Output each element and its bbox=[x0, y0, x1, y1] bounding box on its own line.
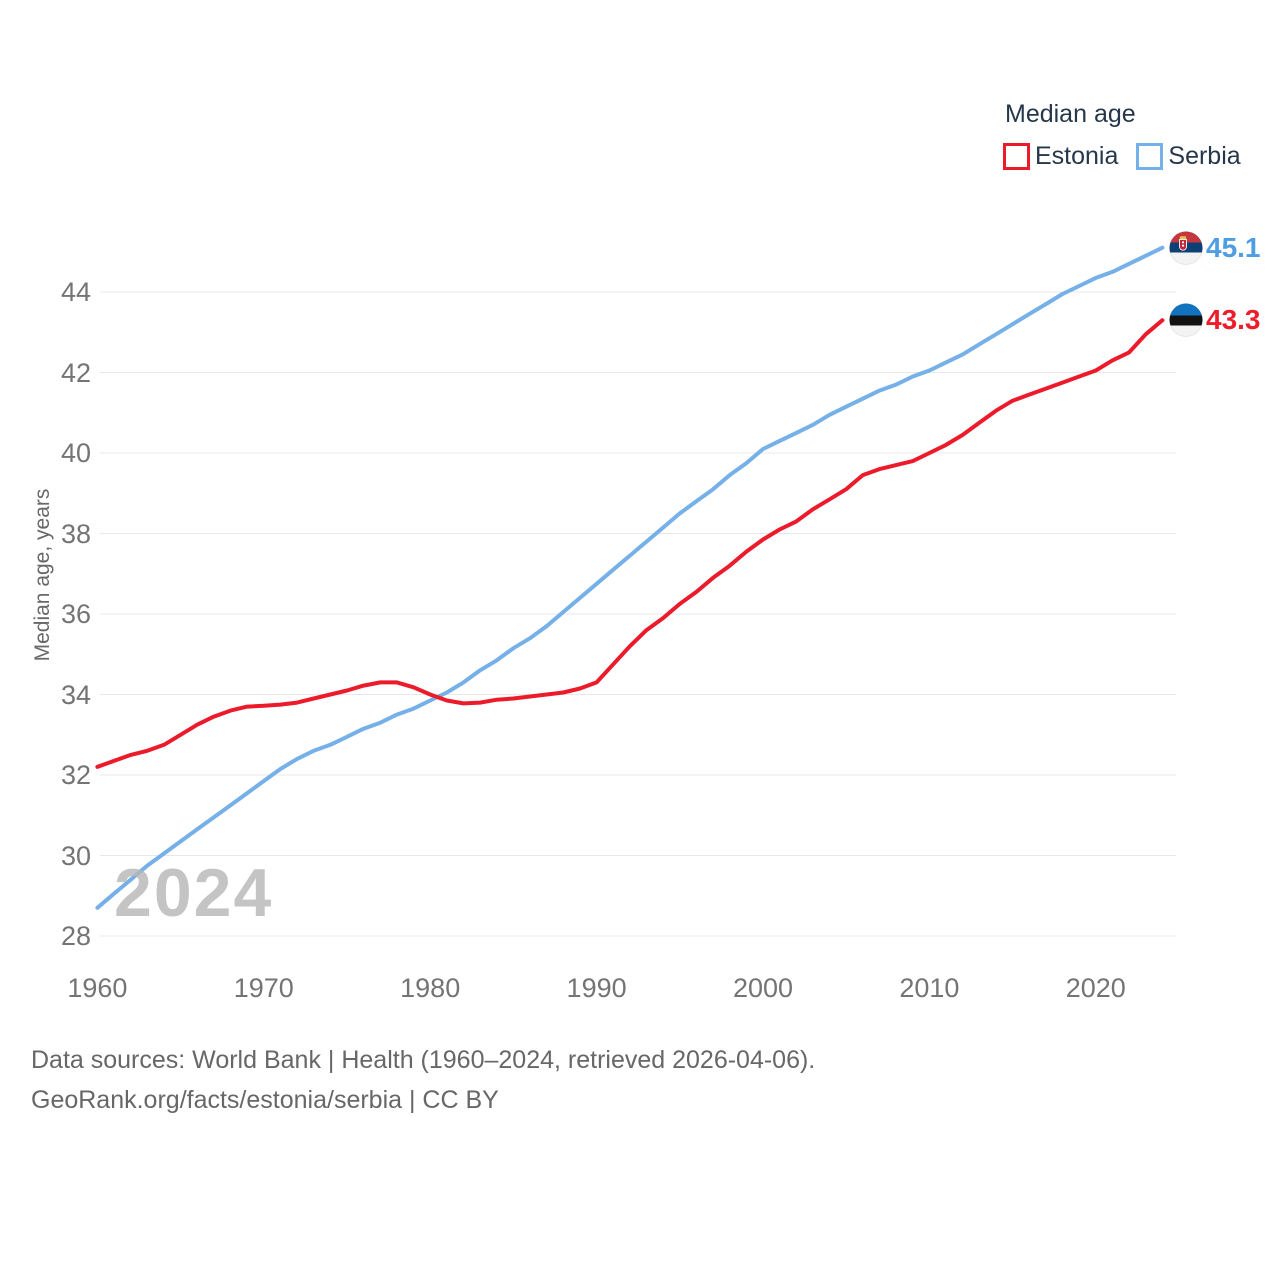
y-tick-label-36: 36 bbox=[60, 599, 91, 629]
x-tick-label-2020: 2020 bbox=[1065, 973, 1126, 1003]
x-tick-label-2010: 2010 bbox=[899, 973, 960, 1003]
y-tick-label-28: 28 bbox=[60, 921, 91, 951]
estonia-end-value: 43.3 bbox=[1206, 304, 1261, 336]
estonia-line bbox=[95, 318, 1165, 769]
watermark-year: 2024 bbox=[114, 855, 274, 931]
y-tick-label-30: 30 bbox=[60, 840, 91, 871]
footer-attribution-line: GeoRank.org/facts/estonia/serbia | CC BY bbox=[31, 1086, 499, 1114]
x-tick-label-1970: 1970 bbox=[233, 973, 294, 1003]
footer-source-line: Data sources: World Bank | Health (1960–… bbox=[31, 1046, 816, 1074]
y-tick-label-32: 32 bbox=[60, 760, 91, 790]
x-tick-label-1960: 1960 bbox=[67, 973, 128, 1003]
y-tick-label-40: 40 bbox=[60, 438, 91, 468]
legend-label-estonia: Estonia bbox=[1035, 142, 1119, 170]
serbia-end-value: 45.1 bbox=[1206, 231, 1261, 263]
x-tick-label-1980: 1980 bbox=[400, 973, 461, 1003]
y-tick-label-38: 38 bbox=[60, 518, 91, 549]
legend-title: Median age bbox=[1005, 100, 1136, 128]
legend-label-serbia: Serbia bbox=[1168, 142, 1241, 170]
y-tick-label-34: 34 bbox=[60, 679, 91, 710]
y-tick-label-42: 42 bbox=[60, 357, 91, 388]
legend-swatch-estonia-icon bbox=[1003, 143, 1030, 170]
x-tick-label-2000: 2000 bbox=[732, 973, 794, 1003]
y-tick-label-44: 44 bbox=[60, 277, 91, 307]
legend-swatch-serbia-icon bbox=[1136, 143, 1164, 170]
legend-item-estonia[interactable]: Estonia bbox=[1003, 142, 1118, 171]
legend-item-serbia[interactable]: Serbia bbox=[1136, 142, 1241, 171]
x-tick-label-1990: 1990 bbox=[566, 973, 627, 1003]
estonia-flag-icon bbox=[1169, 303, 1203, 338]
serbia-line bbox=[95, 245, 1165, 910]
serbia-flag-icon bbox=[1169, 230, 1203, 265]
legend: Estonia Serbia bbox=[1003, 142, 1241, 171]
